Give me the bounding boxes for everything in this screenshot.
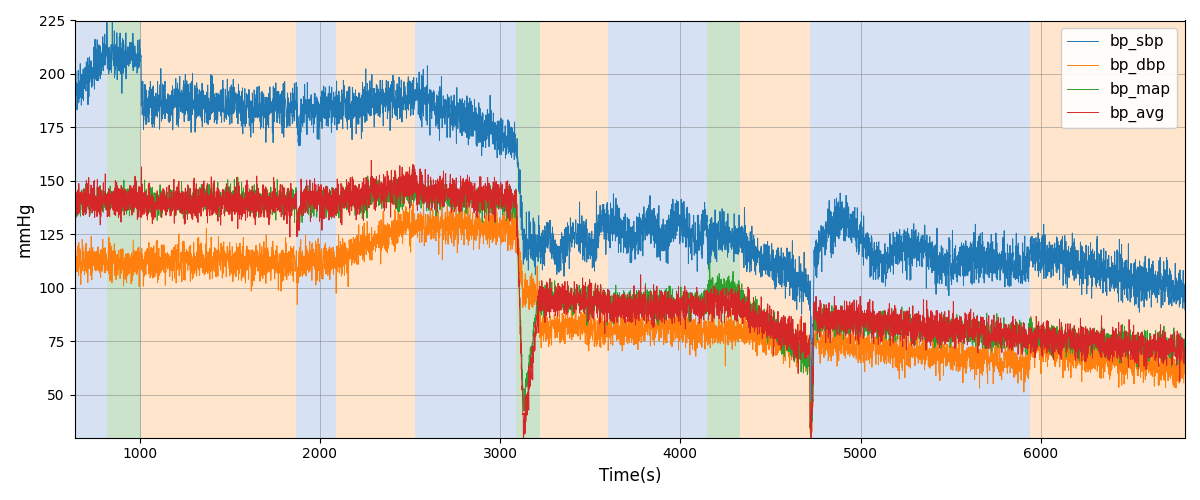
bp_map bbox=[247, 198, 262, 204]
Bar bbox=[107, 20, 142, 438]
Bar bbox=[608, 20, 707, 438]
bp_dbp bbox=[804, 436, 818, 442]
bp_sbp bbox=[805, 404, 820, 410]
bp_avg bbox=[516, 454, 530, 460]
Bar bbox=[810, 20, 1030, 438]
Bar bbox=[415, 20, 516, 438]
bp_sbp bbox=[436, 93, 450, 99]
bp_sbp bbox=[731, 226, 745, 232]
bp_avg bbox=[732, 309, 746, 315]
bp_dbp bbox=[436, 226, 450, 232]
bp_dbp bbox=[731, 339, 745, 345]
bp_sbp bbox=[67, 80, 82, 86]
bp_map bbox=[436, 186, 450, 192]
bp_sbp bbox=[1177, 307, 1192, 313]
bp_map bbox=[360, 173, 374, 179]
bp_map bbox=[408, 194, 422, 200]
bp_avg bbox=[247, 202, 262, 207]
Bar bbox=[77, 20, 107, 438]
Bar bbox=[739, 20, 810, 438]
Y-axis label: mmHg: mmHg bbox=[16, 202, 34, 257]
Line: bp_map: bp_map bbox=[74, 176, 1184, 436]
bp_map bbox=[804, 433, 818, 439]
bp_sbp bbox=[408, 98, 422, 104]
bp_avg bbox=[198, 202, 212, 208]
Line: bp_avg: bp_avg bbox=[74, 160, 1184, 458]
bp_avg bbox=[67, 194, 82, 200]
bp_avg bbox=[436, 201, 450, 207]
bp_sbp bbox=[106, 10, 120, 16]
bp_dbp bbox=[198, 264, 212, 270]
Bar bbox=[707, 20, 739, 438]
X-axis label: Time(s): Time(s) bbox=[599, 467, 661, 485]
bp_dbp bbox=[444, 192, 458, 198]
Bar bbox=[540, 20, 608, 438]
Line: bp_sbp: bp_sbp bbox=[74, 14, 1184, 407]
bp_sbp bbox=[247, 100, 262, 106]
Bar bbox=[1030, 20, 1184, 438]
bp_map bbox=[358, 208, 372, 214]
bp_avg bbox=[364, 157, 378, 163]
bp_map bbox=[198, 187, 212, 193]
bp_map bbox=[731, 293, 745, 299]
bp_dbp bbox=[67, 256, 82, 262]
bp_dbp bbox=[408, 225, 422, 231]
Bar bbox=[296, 20, 336, 438]
bp_avg bbox=[408, 190, 422, 196]
bp_dbp bbox=[358, 245, 372, 251]
bp_sbp bbox=[358, 92, 372, 98]
bp_map bbox=[1177, 340, 1192, 345]
bp_sbp bbox=[198, 100, 212, 106]
Bar bbox=[142, 20, 296, 438]
bp_dbp bbox=[247, 267, 262, 273]
bp_dbp bbox=[1177, 370, 1192, 376]
Legend: bp_sbp, bp_dbp, bp_map, bp_avg: bp_sbp, bp_dbp, bp_map, bp_avg bbox=[1061, 28, 1177, 128]
Line: bp_dbp: bp_dbp bbox=[74, 196, 1184, 439]
Bar bbox=[336, 20, 415, 438]
Bar bbox=[516, 20, 540, 438]
bp_avg bbox=[358, 198, 372, 204]
bp_map bbox=[67, 193, 82, 199]
bp_avg bbox=[1177, 347, 1192, 353]
